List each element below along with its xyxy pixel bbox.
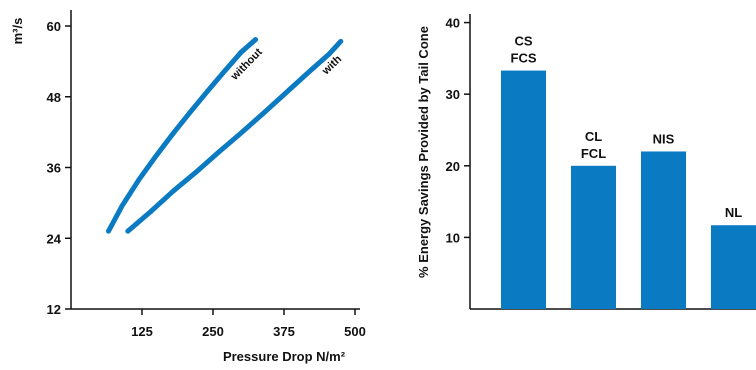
line-chart-y-axis-title: m³/s — [10, 18, 25, 45]
bar — [501, 70, 546, 309]
bar — [641, 151, 686, 309]
bar-chart-bar-labels: CS FCS CL FCL NIS NL — [511, 34, 743, 221]
bar-category-label: NL — [725, 205, 742, 220]
x-tick-label: 500 — [344, 324, 366, 339]
line-chart-series — [105, 37, 344, 234]
bar-category-label: CL — [585, 129, 602, 144]
y-tick-label: 12 — [47, 302, 61, 317]
x-tick-label: 375 — [273, 324, 295, 339]
series-line-without — [105, 37, 259, 234]
y-tick-label: 36 — [47, 161, 61, 176]
bar-y-tick-label: 30 — [446, 87, 460, 102]
y-tick-label: 24 — [47, 231, 62, 246]
series-label-without: without — [228, 46, 265, 83]
bar — [711, 225, 756, 309]
line-chart-y-ticks: 12 24 36 48 60 — [47, 19, 71, 317]
bar-category-label: NIS — [653, 131, 675, 146]
line-chart-x-axis-title: Pressure Drop N/m² — [223, 349, 346, 364]
x-tick-label: 125 — [131, 324, 153, 339]
bar-chart: 10 20 30 40 CS FCS CL FCL NIS NL % Energy Saving… — [416, 14, 756, 310]
bar-y-tick-label: 40 — [446, 16, 460, 31]
line-chart-x-ticks: 125 250 375 500 — [131, 309, 366, 339]
bar-category-label: FCS — [511, 51, 537, 66]
bar-chart-y-ticks: 10 20 30 40 — [446, 16, 470, 245]
y-tick-label: 60 — [47, 19, 61, 34]
bar-y-tick-label: 20 — [446, 159, 460, 174]
bar-category-label: CS — [514, 34, 532, 49]
bar — [571, 165, 616, 309]
series-line-with — [125, 38, 344, 234]
bar-chart-y-axis-title: % Energy Savings Provided by Tail Cone — [416, 26, 431, 278]
bar-y-tick-label: 10 — [446, 230, 460, 245]
bar-category-label: FCL — [581, 146, 606, 161]
bar-chart-bars — [501, 70, 756, 309]
x-tick-label: 250 — [202, 324, 224, 339]
y-tick-label: 48 — [47, 90, 61, 105]
